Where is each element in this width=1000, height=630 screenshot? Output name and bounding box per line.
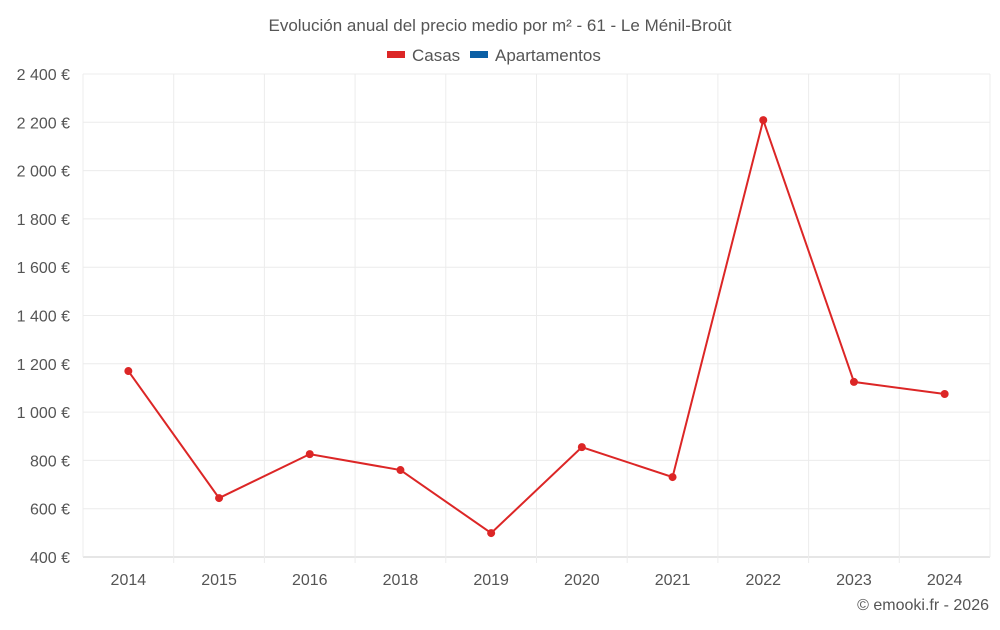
chart-title: Evolución anual del precio medio por m² … (268, 16, 731, 35)
y-tick-label: 1 000 € (17, 405, 70, 422)
y-tick-label: 2 400 € (17, 67, 70, 84)
data-point[interactable] (668, 473, 677, 482)
x-tick-label: 2022 (745, 572, 781, 589)
x-axis: 2014 2015 2016 2018 2019 2020 2021 2022 2023 2024 (111, 572, 963, 589)
y-tick-label: 400 € (30, 550, 70, 567)
credit[interactable]: © emooki.fr - 2026 (857, 597, 989, 614)
data-point[interactable] (577, 443, 586, 452)
x-tick-label: 2014 (111, 572, 147, 589)
data-point[interactable] (940, 389, 949, 398)
legend-swatch-casas (387, 51, 405, 58)
series-layer (124, 116, 949, 538)
y-tick-label: 800 € (30, 453, 70, 470)
data-point[interactable] (849, 377, 858, 386)
x-tick-label: 2021 (655, 572, 691, 589)
y-tick-label: 1 200 € (17, 357, 70, 374)
x-tick-label: 2019 (473, 572, 509, 589)
data-point[interactable] (396, 466, 405, 475)
y-tick-label: 1 800 € (17, 212, 70, 229)
x-tick-label: 2018 (383, 572, 419, 589)
legend: Casas Apartamentos (387, 46, 601, 65)
x-tick-label: 2024 (927, 572, 963, 589)
x-tick-label: 2020 (564, 572, 600, 589)
y-tick-label: 600 € (30, 502, 70, 519)
grid (82, 73, 991, 563)
data-point[interactable] (487, 529, 496, 538)
data-point[interactable] (759, 116, 768, 125)
legend-swatch-apartamentos (470, 51, 488, 58)
series-line-casas (127, 116, 945, 535)
y-tick-label: 1 600 € (17, 260, 70, 277)
legend-item-casas[interactable]: Casas (412, 46, 460, 65)
x-tick-label: 2016 (292, 572, 328, 589)
data-point[interactable] (305, 450, 314, 459)
data-point[interactable] (124, 367, 133, 376)
y-tick-label: 2 000 € (17, 164, 70, 181)
data-point[interactable] (215, 494, 224, 503)
x-tick-label: 2023 (836, 572, 872, 589)
x-tick-label: 2015 (201, 572, 237, 589)
y-axis: 400 € 600 € 800 € 1 000 € 1 200 € 1 400 € 1 60… (17, 67, 70, 567)
y-tick-label: 1 400 € (17, 309, 70, 326)
y-tick-label: 2 200 € (17, 115, 70, 132)
legend-item-apartamentos[interactable]: Apartamentos (495, 46, 601, 65)
